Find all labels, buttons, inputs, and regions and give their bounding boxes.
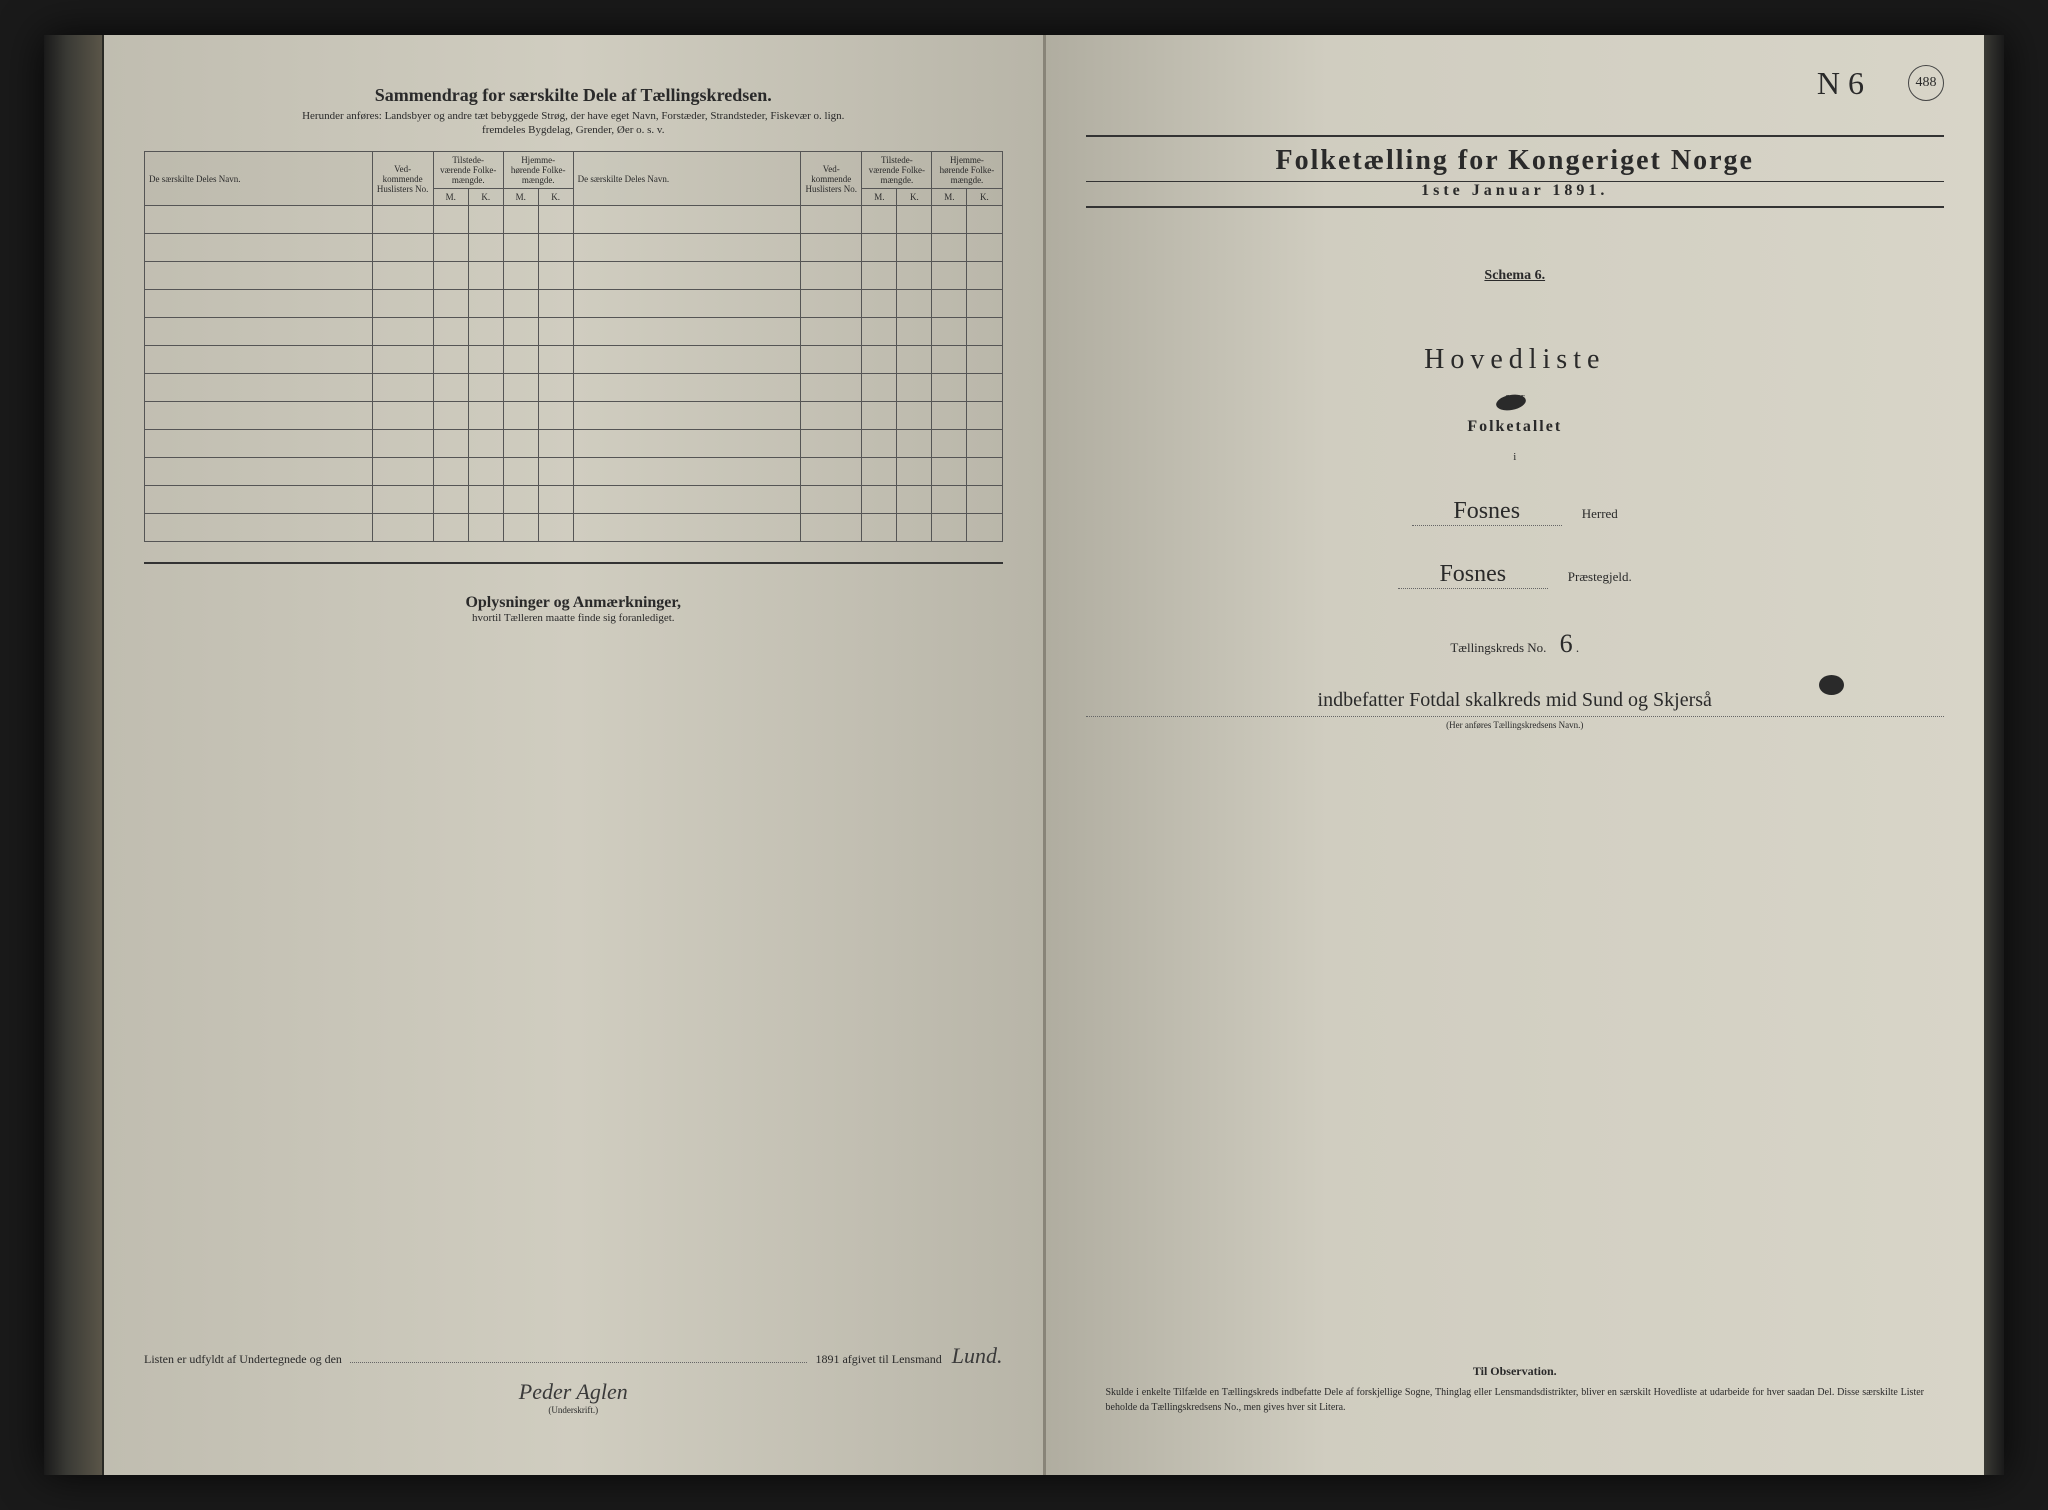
lensmand-name: Lund. xyxy=(952,1343,1003,1369)
herred-label: Herred xyxy=(1582,506,1618,522)
census-table: De særskilte Deles Navn. Ved-kommende Hu… xyxy=(144,151,1003,542)
kreds-name: indbefatter Fotdal skalkreds mid Sund og… xyxy=(1086,689,1945,717)
th-tilstede-1: Tilstede-værende Folke-mængde. xyxy=(433,152,503,189)
th-hjemme-2: Hjemme-hørende Folke-mængde. xyxy=(932,152,1002,189)
table-row xyxy=(145,290,1003,318)
page-number: 488 xyxy=(1908,65,1944,101)
table-row xyxy=(145,486,1003,514)
hovedliste-title: Hovedliste xyxy=(1086,344,1945,376)
left-page: Sammendrag for særskilte Dele af Tælling… xyxy=(104,35,1046,1475)
book-spine-right xyxy=(1984,35,2004,1475)
th-m: M. xyxy=(503,189,538,206)
main-title: Folketælling for Kongeriget Norge xyxy=(1086,135,1945,182)
book-spread: Sammendrag for særskilte Dele af Tælling… xyxy=(44,35,2004,1475)
th-name-2: De særskilte Deles Navn. xyxy=(573,152,801,206)
top-handwritten-no: N 6 xyxy=(1817,65,1864,102)
th-hus-1: Ved-kommende Huslisters No. xyxy=(372,152,433,206)
left-subtitle-1: Herunder anføres: Landsbyer og andre tæt… xyxy=(144,110,1003,122)
table-row xyxy=(145,374,1003,402)
table-row xyxy=(145,234,1003,262)
obs-title: Til Observation. xyxy=(1106,1364,1925,1379)
th-k: K. xyxy=(538,189,573,206)
th-k: K. xyxy=(897,189,932,206)
table-row xyxy=(145,458,1003,486)
table-body xyxy=(145,206,1003,542)
table-row xyxy=(145,430,1003,458)
left-footer: Listen er udfyldt af Undertegnede og den… xyxy=(144,1343,1003,1415)
left-page-title: Sammendrag for særskilte Dele af Tælling… xyxy=(144,85,1003,106)
i-label: i xyxy=(1086,451,1945,463)
signature: Peder Aglen xyxy=(519,1379,628,1404)
oplysninger-sub: hvortil Tælleren maatte finde sig foranl… xyxy=(144,612,1003,624)
praestegjeld-label: Præstegjeld. xyxy=(1568,569,1632,585)
book-spine-left xyxy=(44,35,104,1475)
right-page: N 6 488 Folketælling for Kongeriget Norg… xyxy=(1046,35,1985,1475)
table-row xyxy=(145,318,1003,346)
table-row xyxy=(145,262,1003,290)
footer-text: Listen er udfyldt af Undertegnede og den xyxy=(144,1352,342,1367)
oplysninger-title: Oplysninger og Anmærkninger, xyxy=(144,594,1003,612)
th-hus-2: Ved-kommende Huslisters No. xyxy=(801,152,862,206)
footer-year: 1891 afgivet til Lensmand xyxy=(815,1352,941,1367)
herred-row: Fosnes Herred xyxy=(1086,498,1945,526)
divider xyxy=(144,562,1003,564)
th-name-1: De særskilte Deles Navn. xyxy=(145,152,373,206)
schema-label: Schema 6. xyxy=(1086,268,1945,284)
observation-section: Til Observation. Skulde i enkelte Tilfæl… xyxy=(1106,1364,1925,1415)
folketallet-label: Folketallet xyxy=(1086,418,1945,436)
th-m: M. xyxy=(862,189,897,206)
table-row xyxy=(145,514,1003,542)
th-k: K. xyxy=(967,189,1002,206)
taelling-no: 6 xyxy=(1560,629,1573,659)
th-tilstede-2: Tilstede-værende Folke-mængde. xyxy=(862,152,932,189)
praestegjeld-row: Fosnes Præstegjeld. xyxy=(1086,561,1945,589)
ink-blot xyxy=(1819,675,1844,695)
table-row xyxy=(145,346,1003,374)
obs-text: Skulde i enkelte Tilfælde en Tællingskre… xyxy=(1106,1385,1925,1415)
oplysninger-section: Oplysninger og Anmærkninger, hvortil Tæl… xyxy=(144,594,1003,624)
taelling-row: Tællingskreds No. 6 . xyxy=(1086,629,1945,659)
taelling-label: Tællingskreds No. xyxy=(1450,640,1546,655)
th-m: M. xyxy=(433,189,468,206)
th-k: K. xyxy=(468,189,503,206)
kreds-name-sub: (Her anføres Tællingskredsens Navn.) xyxy=(1086,720,1945,730)
herred-value: Fosnes xyxy=(1412,498,1562,526)
left-subtitle-2: fremdeles Bygdelag, Grender, Øer o. s. v… xyxy=(144,124,1003,136)
table-row xyxy=(145,402,1003,430)
main-date: 1ste Januar 1891. xyxy=(1086,182,1945,208)
table-row xyxy=(145,206,1003,234)
signature-sub: (Underskrift.) xyxy=(144,1405,1003,1415)
th-hjemme-1: Hjemme-hørende Folke-mængde. xyxy=(503,152,573,189)
th-m: M. xyxy=(932,189,967,206)
praestegjeld-value: Fosnes xyxy=(1398,561,1548,589)
